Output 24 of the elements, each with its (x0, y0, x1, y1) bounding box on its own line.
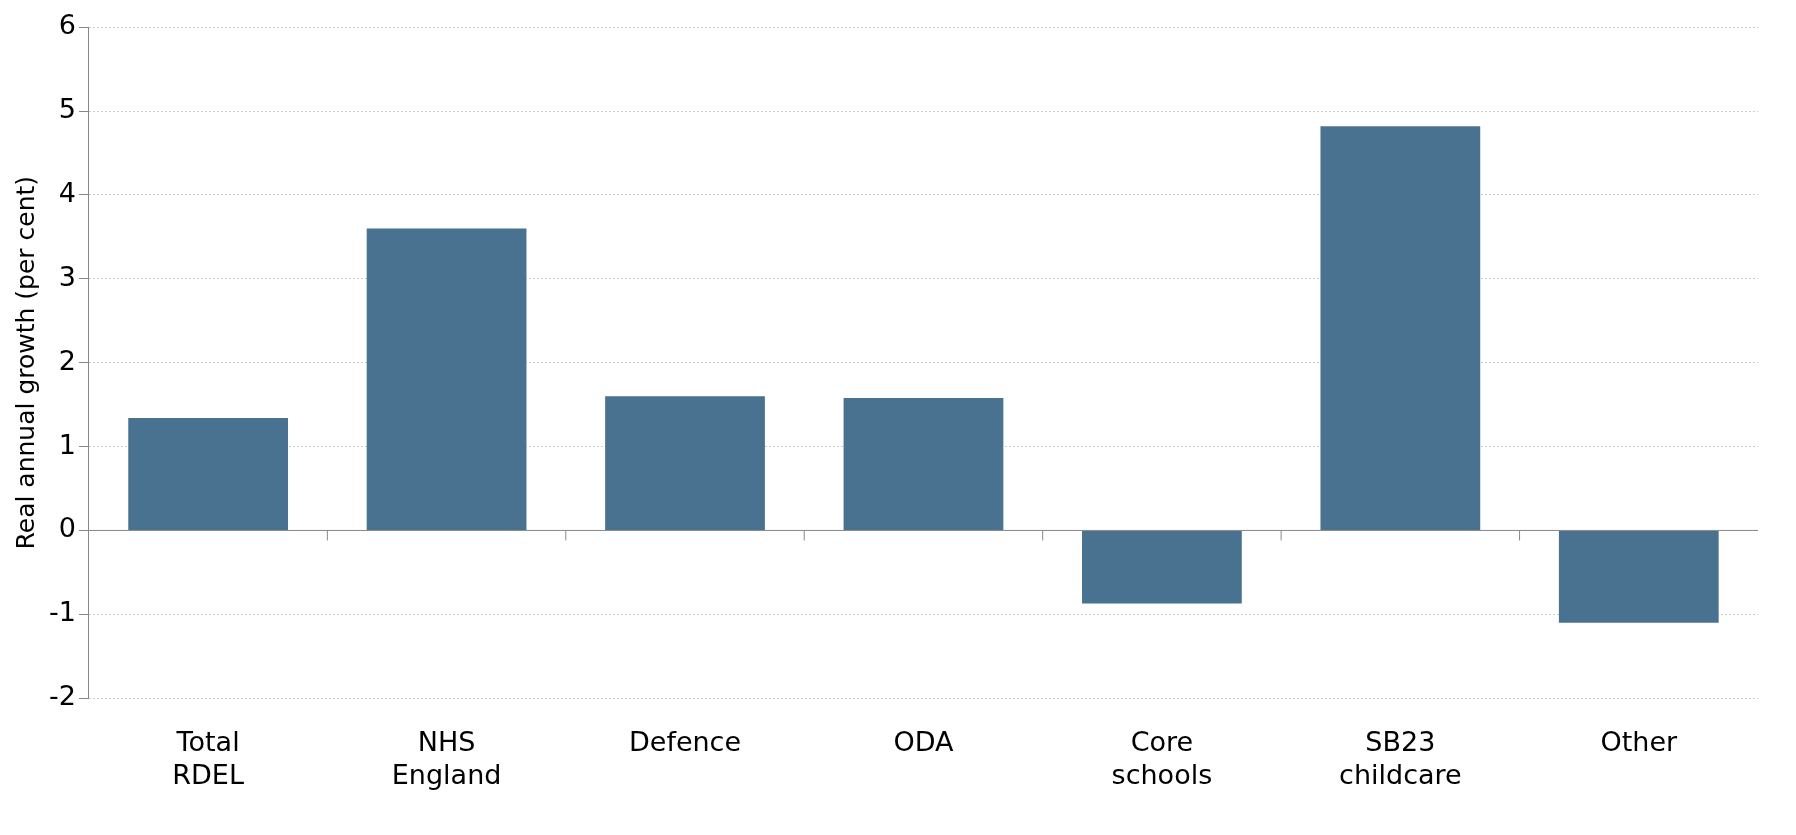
y-tick-label: 6 (58, 9, 76, 41)
x-tick-label: Core schools (1111, 726, 1213, 790)
x-tick-label: Defence (628, 726, 742, 758)
y-tick-label: 3 (58, 260, 76, 292)
x-tick-label: Total RDEL (172, 726, 244, 790)
y-tick-label: 5 (58, 93, 76, 125)
y-tick-label: 4 (58, 176, 76, 208)
x-tick-label: ODA (893, 726, 954, 758)
bar (366, 228, 527, 530)
x-tick-label: NHS England (391, 726, 502, 790)
bar (1558, 530, 1719, 623)
y-tick-label: 2 (58, 344, 76, 376)
y-tick-label: -2 (49, 680, 76, 712)
bar (128, 418, 289, 530)
bar (1320, 126, 1481, 530)
bar (843, 397, 1004, 530)
x-tick-label: SB23 childcare (1339, 726, 1462, 790)
y-axis-title: Real annual growth (per cent) (10, 175, 40, 550)
y-tick-label: -1 (49, 596, 76, 628)
bar (605, 396, 765, 530)
y-tick-label: 1 (58, 428, 76, 460)
x-tick-label: Other (1600, 726, 1679, 758)
bar (1082, 530, 1242, 604)
y-tick-label: 0 (58, 512, 76, 544)
